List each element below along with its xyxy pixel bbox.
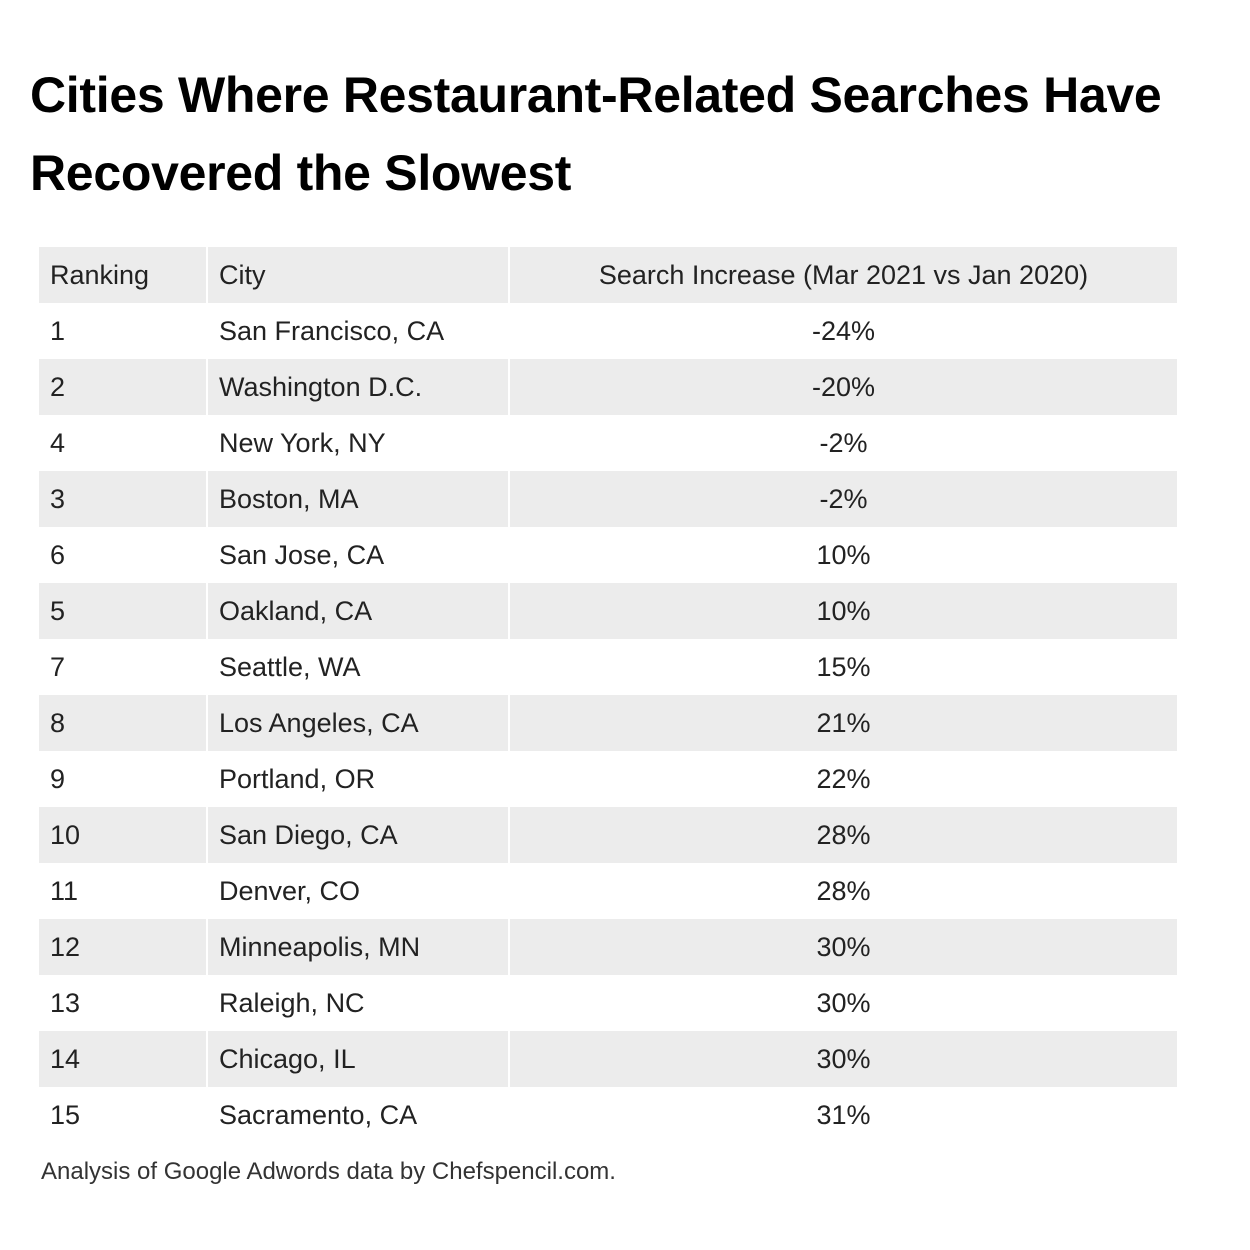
search-increase-cell: 10% xyxy=(508,583,1177,639)
city-cell: Chicago, IL xyxy=(206,1031,509,1087)
city-cell: Sacramento, CA xyxy=(206,1087,509,1143)
search-increase-cell: -24% xyxy=(508,303,1177,359)
rank-cell: 3 xyxy=(50,483,66,514)
search-increase-cell: 28% xyxy=(508,807,1177,863)
city-cell: New York, NY xyxy=(206,415,509,471)
rank-cell: 7 xyxy=(50,651,66,682)
table-row: 4 New York, NY -2% xyxy=(39,415,1177,471)
column-header-ranking: Ranking xyxy=(50,259,150,290)
rank-cell: 12 xyxy=(50,931,81,962)
rank-cell: 6 xyxy=(50,539,66,570)
rank-cell: 4 xyxy=(50,427,66,458)
table-row: 10 San Diego, CA 28% xyxy=(39,807,1177,863)
table-row: 15 Sacramento, CA 31% xyxy=(39,1087,1177,1143)
rank-cell: 13 xyxy=(50,987,81,1018)
table-row: 2 Washington D.C. -20% xyxy=(39,359,1177,415)
search-increase-cell: -20% xyxy=(508,359,1177,415)
table-row: 14 Chicago, IL 30% xyxy=(39,1031,1177,1087)
rank-cell: 8 xyxy=(50,707,66,738)
city-cell: Raleigh, NC xyxy=(206,975,509,1031)
search-increase-cell: 22% xyxy=(508,751,1177,807)
table-row: 6 San Jose, CA 10% xyxy=(39,527,1177,583)
city-cell: San Jose, CA xyxy=(206,527,509,583)
city-cell: Boston, MA xyxy=(206,471,509,527)
rank-cell: 11 xyxy=(50,875,79,906)
rank-cell: 15 xyxy=(50,1099,81,1130)
city-cell: Washington D.C. xyxy=(206,359,509,415)
search-increase-cell: 28% xyxy=(508,863,1177,919)
rank-cell: 14 xyxy=(50,1043,81,1074)
rank-cell: 5 xyxy=(50,595,66,626)
table-row: 7 Seattle, WA 15% xyxy=(39,639,1177,695)
search-increase-cell: 30% xyxy=(508,1031,1177,1087)
source-note: Analysis of Google Adwords data by Chefs… xyxy=(41,1158,616,1185)
search-increase-cell: -2% xyxy=(508,415,1177,471)
city-cell: Portland, OR xyxy=(206,751,509,807)
table-header-row: Ranking City Search Increase (Mar 2021 v… xyxy=(39,247,1177,303)
search-increase-cell: -2% xyxy=(508,471,1177,527)
rank-cell: 10 xyxy=(50,819,81,850)
rank-cell: 9 xyxy=(50,763,66,794)
table-row: 9 Portland, OR 22% xyxy=(39,751,1177,807)
table-body: 1 San Francisco, CA -24% 2 Washington D.C. -2… xyxy=(39,303,1177,1143)
rank-cell: 2 xyxy=(50,371,66,402)
table-row: 1 San Francisco, CA -24% xyxy=(39,303,1177,359)
search-increase-cell: 21% xyxy=(508,695,1177,751)
search-increase-cell: 31% xyxy=(508,1087,1177,1143)
search-increase-cell: 30% xyxy=(508,975,1177,1031)
table-row: 12 Minneapolis, MN 30% xyxy=(39,919,1177,975)
search-increase-cell: 30% xyxy=(508,919,1177,975)
table-row: 5 Oakland, CA 10% xyxy=(39,583,1177,639)
city-cell: Minneapolis, MN xyxy=(206,919,509,975)
chart-title: Cities Where Restaurant-Related Searches… xyxy=(30,67,1162,201)
city-cell: Denver, CO xyxy=(206,863,509,919)
table-row: 13 Raleigh, NC 30% xyxy=(39,975,1177,1031)
table-row: 8 Los Angeles, CA 21% xyxy=(39,695,1177,751)
rank-cell: 1 xyxy=(50,315,66,346)
table-row: 3 Boston, MA -2% xyxy=(39,471,1177,527)
city-cell: San Diego, CA xyxy=(206,807,509,863)
data-table: Ranking City Search Increase (Mar 2021 v… xyxy=(39,247,1177,1143)
city-cell: Seattle, WA xyxy=(206,639,509,695)
city-cell: Los Angeles, CA xyxy=(206,695,509,751)
table-row: 11 Denver, CO 28% xyxy=(39,863,1177,919)
search-increase-cell: 10% xyxy=(508,527,1177,583)
search-increase-cell: 15% xyxy=(508,639,1177,695)
city-cell: Oakland, CA xyxy=(206,583,509,639)
column-header-search-increase: Search Increase (Mar 2021 vs Jan 2020) xyxy=(508,247,1177,303)
city-cell: San Francisco, CA xyxy=(206,303,509,359)
column-header-city: City xyxy=(206,247,509,303)
